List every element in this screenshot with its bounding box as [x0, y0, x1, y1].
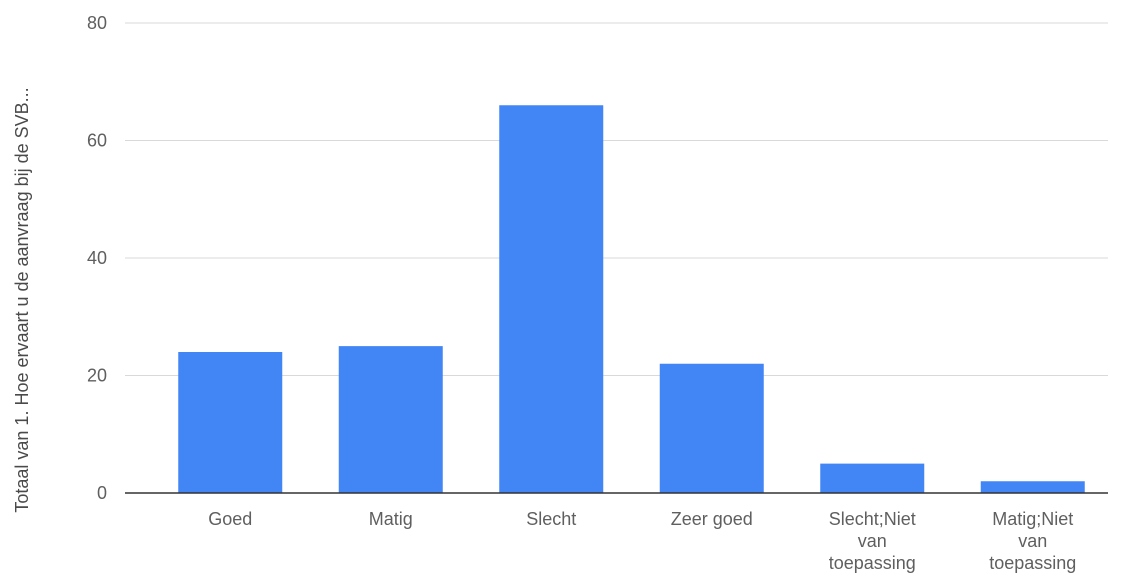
x-tick-label: Zeer goed: [671, 509, 753, 529]
y-tick-label: 60: [87, 131, 107, 151]
y-tick-label: 0: [97, 483, 107, 503]
bars: [178, 105, 1085, 493]
y-axis-title: Totaal van 1. Hoe ervaart u de aanvraag …: [12, 87, 32, 512]
bar: [499, 105, 604, 493]
bar: [980, 481, 1085, 493]
bar: [820, 463, 925, 493]
y-tick-label: 20: [87, 366, 107, 386]
x-tick-label: Slecht: [526, 509, 576, 529]
bar: [659, 363, 764, 493]
x-tick-label: Matig: [369, 509, 413, 529]
y-tick-labels: 0 20 40 60 80: [87, 13, 107, 503]
bar: [178, 352, 283, 493]
x-tick-labels: Goed Matig Slecht Zeer goed Slecht;Niet van to…: [208, 509, 1076, 573]
x-tick-label: Goed: [208, 509, 252, 529]
gridlines: [125, 22, 1108, 376]
x-tick-label: Slecht;Niet van toepassing: [829, 509, 916, 573]
y-tick-label: 40: [87, 248, 107, 268]
bar: [338, 346, 443, 493]
x-tick-label: Matig;Niet van toepassing: [989, 509, 1076, 573]
y-tick-label: 80: [87, 13, 107, 33]
